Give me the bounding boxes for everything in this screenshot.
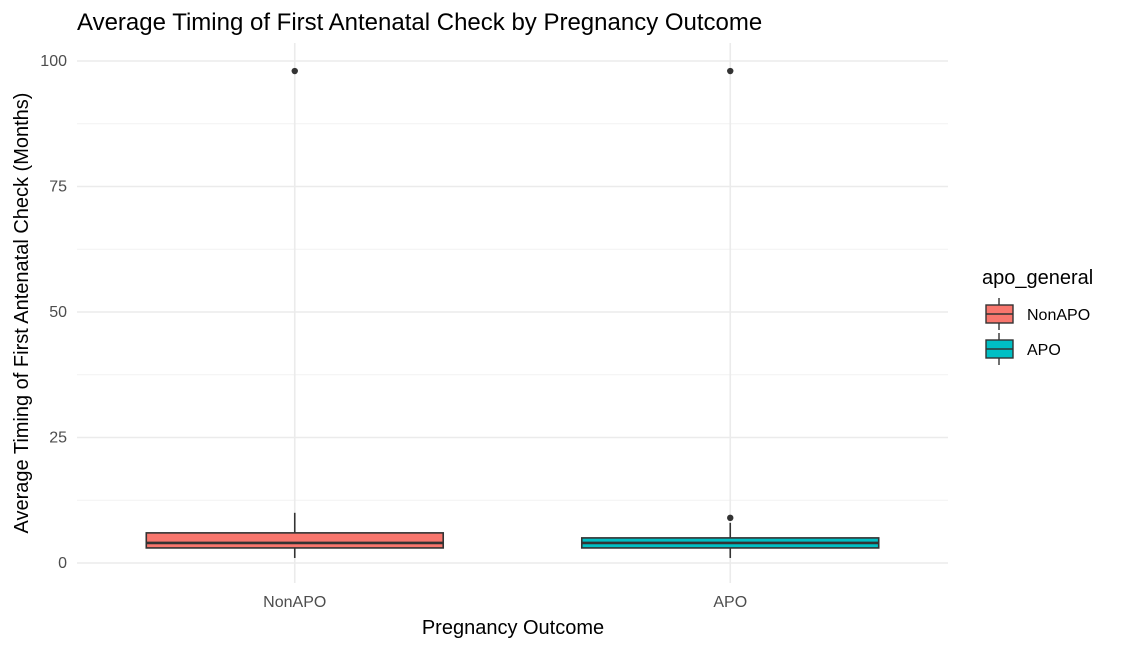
legend-label: APO xyxy=(1027,342,1061,359)
chart-title: Average Timing of First Antenatal Check … xyxy=(77,9,762,36)
y-tick-label: 75 xyxy=(49,179,67,196)
y-tick-label: 100 xyxy=(40,53,67,70)
outlier-point xyxy=(727,67,734,75)
legend-entry-nonapo: NonAPO xyxy=(985,298,1090,330)
y-axis-title: Average Timing of First Antenatal Check … xyxy=(11,93,33,534)
y-tick-label: 50 xyxy=(49,304,67,321)
legend: apo_general NonAPO APO xyxy=(982,267,1093,365)
x-axis-title: Pregnancy Outcome xyxy=(422,617,604,639)
outlier-point xyxy=(727,514,734,522)
y-tick-label: 25 xyxy=(49,430,67,447)
legend-entry-apo: APO xyxy=(985,333,1061,365)
box-iqr xyxy=(145,532,445,549)
y-tick-label: 0 xyxy=(58,555,67,572)
y-axis-ticks: 0 25 50 75 100 xyxy=(40,53,67,572)
legend-label: NonAPO xyxy=(1027,307,1090,324)
legend-entries: NonAPO APO xyxy=(985,298,1090,365)
x-tick-label: NonAPO xyxy=(263,594,326,611)
box-plot-series xyxy=(145,67,880,558)
box-apo xyxy=(580,67,880,558)
grid xyxy=(77,43,948,583)
x-axis-ticks: NonAPO APO xyxy=(263,594,747,611)
box-nonapo xyxy=(145,67,445,558)
outlier-point xyxy=(291,67,298,75)
legend-title: apo_general xyxy=(982,267,1093,289)
x-tick-label: APO xyxy=(713,594,747,611)
